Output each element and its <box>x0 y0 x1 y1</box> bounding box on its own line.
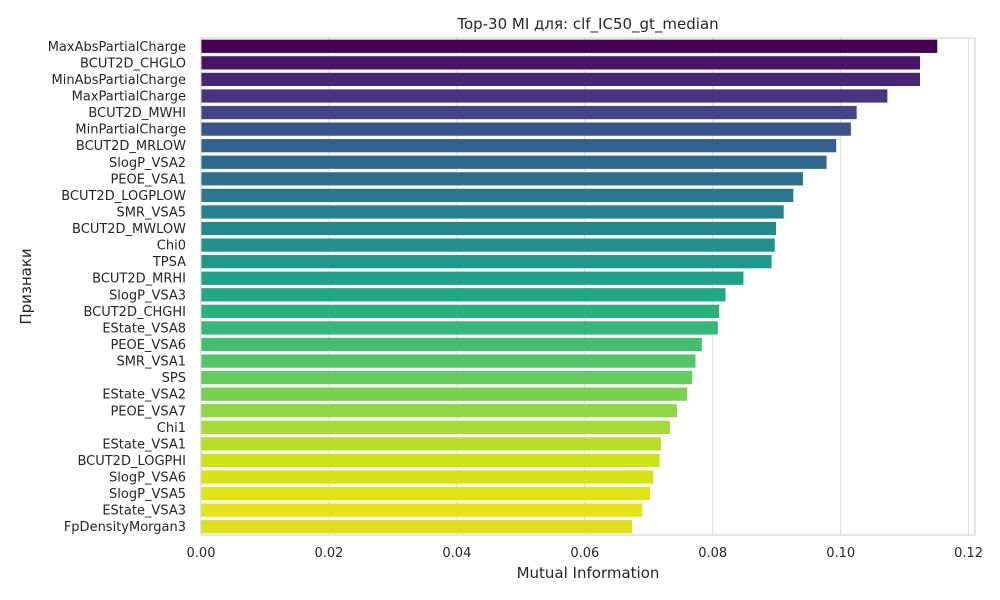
y-tick-label: BCUT2D_MRLOW <box>76 139 186 154</box>
bar-smr_vsa1 <box>201 354 696 368</box>
y-tick-label: SMR_VSA1 <box>116 355 186 370</box>
bar-slogp_vsa2 <box>201 155 827 169</box>
y-tick-label: BCUT2D_MWHI <box>88 106 186 121</box>
x-tick-label: 0.00 <box>187 546 216 561</box>
x-tick-label: 0.04 <box>442 546 471 561</box>
bar-slogp_vsa5 <box>201 486 651 501</box>
bar-slogp_vsa3 <box>201 288 726 302</box>
x-tick-label: 0.02 <box>314 546 343 561</box>
y-tick-label: SlogP_VSA3 <box>109 288 186 303</box>
bar-peoe_vsa7 <box>201 404 677 418</box>
x-tick-labels: 0.00 0.02 0.04 0.06 0.08 0.10 0.12 <box>187 546 984 561</box>
bar-minabspartialcharge <box>201 72 920 87</box>
y-tick-label: SlogP_VSA2 <box>109 156 186 171</box>
x-tick-label: 0.10 <box>826 546 855 561</box>
bar-bcut2d_mwhi <box>201 105 857 120</box>
bar-estate_vsa8 <box>201 321 718 335</box>
bar-bcut2d_mwlow <box>201 221 777 236</box>
y-tick-label: Chi0 <box>157 239 186 254</box>
bar-slogp_vsa6 <box>201 470 654 484</box>
y-tick-label: PEOE_VSA6 <box>110 338 186 353</box>
bar-maxabspartialcharge <box>201 39 938 53</box>
y-tick-label: EState_VSA3 <box>102 504 186 519</box>
bar-peoe_vsa1 <box>201 172 803 186</box>
bar-fpdensitymorgan3 <box>201 520 633 534</box>
bar-tpsa <box>201 255 772 269</box>
y-tick-label: BCUT2D_CHGHI <box>83 305 186 320</box>
bar-maxpartialcharge <box>201 89 888 103</box>
y-tick-label: MinPartialCharge <box>75 123 186 138</box>
bar-smr_vsa5 <box>201 205 784 219</box>
bar-sps <box>201 370 693 385</box>
y-tick-label: BCUT2D_MRHI <box>92 272 186 287</box>
y-tick-label: SlogP_VSA6 <box>109 471 186 486</box>
x-tick-label: 0.12 <box>954 546 983 561</box>
bar-chi1 <box>201 420 670 434</box>
x-axis-title: Mutual Information <box>517 564 660 582</box>
y-tick-label: BCUT2D_MWLOW <box>72 222 186 237</box>
bar-estate_vsa2 <box>201 387 688 401</box>
y-tick-label: TPSA <box>152 255 186 270</box>
y-tick-label: PEOE_VSA1 <box>110 172 186 187</box>
y-tick-label: MinAbsPartialCharge <box>52 73 187 88</box>
bar-bcut2d_chghi <box>201 304 720 318</box>
plot-frame <box>200 37 976 536</box>
bar-bcut2d_mrhi <box>201 271 744 285</box>
bar-bcut2d_logplow <box>201 188 794 203</box>
y-tick-label: MaxAbsPartialCharge <box>48 40 186 55</box>
y-tick-label: Chi1 <box>157 421 186 436</box>
y-tick-label: BCUT2D_CHGLO <box>80 56 186 71</box>
x-tick-label: 0.06 <box>570 546 599 561</box>
bars <box>201 39 938 534</box>
y-tick-label: FpDensityMorgan3 <box>64 520 186 535</box>
bar-bcut2d_chglo <box>201 56 920 70</box>
y-tick-label: SlogP_VSA5 <box>109 487 186 502</box>
x-tick-label: 0.08 <box>698 546 727 561</box>
y-tick-label: MaxPartialCharge <box>72 89 186 104</box>
y-tick-label: BCUT2D_LOGPLOW <box>61 189 186 204</box>
bar-estate_vsa3 <box>201 503 643 517</box>
y-tick-label: SPS <box>162 371 186 386</box>
y-tick-label: SMR_VSA5 <box>116 205 186 220</box>
bar-minpartialcharge <box>201 122 851 136</box>
y-tick-label: EState_VSA8 <box>102 321 186 336</box>
bar-bcut2d_mrlow <box>201 139 837 153</box>
y-tick-label: PEOE_VSA7 <box>110 404 186 419</box>
bar-peoe_vsa6 <box>201 337 702 352</box>
bar-estate_vsa1 <box>201 437 661 451</box>
y-axis-title: Признаки <box>17 248 35 324</box>
chart-title: Top-30 MI для: clf_IC50_gt_median <box>456 15 718 34</box>
y-tick-label: EState_VSA2 <box>102 388 186 403</box>
y-tick-label: EState_VSA1 <box>102 437 186 452</box>
bar-chi0 <box>201 238 775 252</box>
y-tick-label: BCUT2D_LOGPHI <box>77 454 186 469</box>
bar-bcut2d_logphi <box>201 453 660 468</box>
